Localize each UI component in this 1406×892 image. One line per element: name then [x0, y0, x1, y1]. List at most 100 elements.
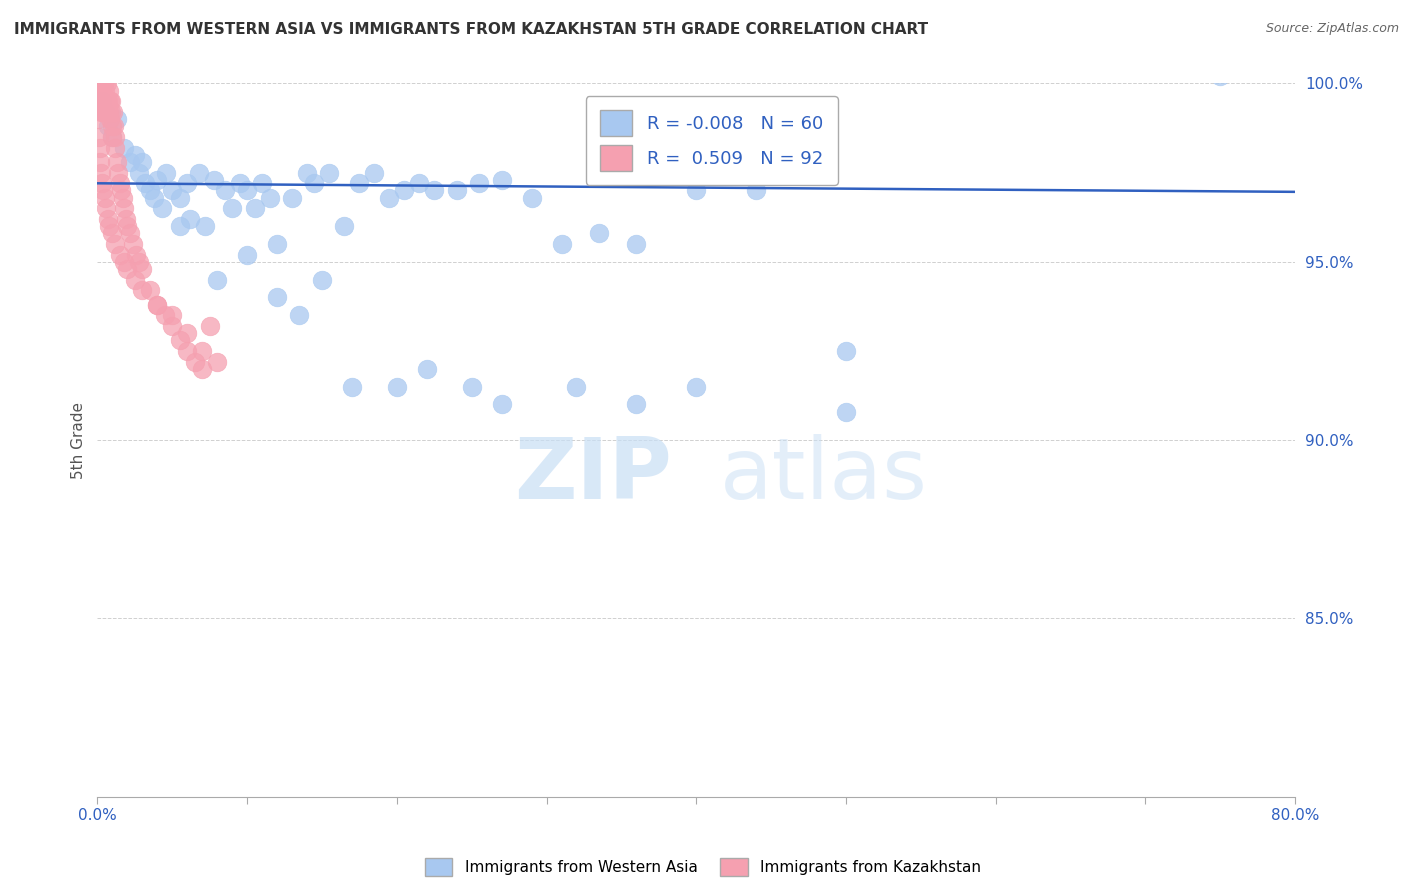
Point	[98, 105, 121, 120]
Point	[236, 183, 259, 197]
Point	[378, 190, 401, 204]
Point	[124, 272, 146, 286]
Point	[91, 84, 114, 98]
Point	[588, 226, 610, 240]
Point	[385, 379, 408, 393]
Point	[96, 95, 118, 109]
Point	[169, 333, 191, 347]
Text: Source: ZipAtlas.com: Source: ZipAtlas.com	[1265, 22, 1399, 36]
Point	[105, 154, 128, 169]
Y-axis label: 5th Grade: 5th Grade	[72, 401, 86, 478]
Point	[318, 165, 340, 179]
Point	[236, 247, 259, 261]
Point	[202, 172, 225, 186]
Point	[169, 190, 191, 204]
Point	[304, 176, 326, 190]
Point	[87, 77, 110, 91]
Point	[146, 172, 169, 186]
Point	[491, 397, 513, 411]
Point	[98, 112, 121, 127]
Point	[134, 176, 156, 190]
Point	[295, 165, 318, 179]
Point	[97, 211, 120, 226]
Point	[90, 95, 112, 109]
Point	[107, 165, 129, 179]
Point	[100, 120, 122, 134]
Point	[108, 176, 131, 190]
Point	[266, 290, 288, 304]
Point	[835, 343, 858, 358]
Point	[281, 190, 304, 204]
Point	[188, 165, 211, 179]
Point	[191, 343, 214, 358]
Point	[155, 165, 177, 179]
Point	[288, 308, 311, 322]
Point	[101, 130, 124, 145]
Point	[89, 154, 111, 169]
Point	[183, 354, 205, 368]
Point	[89, 95, 111, 109]
Point	[94, 190, 117, 204]
Point	[90, 95, 112, 109]
Point	[550, 236, 572, 251]
Point	[104, 236, 127, 251]
Point	[94, 84, 117, 98]
Point	[139, 183, 162, 197]
Point	[90, 84, 112, 98]
Point	[205, 354, 228, 368]
Point	[112, 141, 135, 155]
Point	[394, 183, 416, 197]
Point	[685, 379, 707, 393]
Point	[626, 236, 648, 251]
Point	[146, 297, 169, 311]
Point	[122, 236, 145, 251]
Point	[250, 176, 273, 190]
Point	[128, 165, 150, 179]
Point	[120, 154, 142, 169]
Point	[446, 183, 468, 197]
Point	[176, 176, 198, 190]
Point	[90, 165, 112, 179]
Point	[89, 95, 111, 109]
Point	[150, 201, 173, 215]
Point	[108, 247, 131, 261]
Point	[87, 77, 110, 91]
Point	[94, 105, 117, 120]
Point	[169, 219, 191, 233]
Point	[112, 254, 135, 268]
Point	[97, 84, 120, 98]
Point	[91, 105, 114, 120]
Point	[103, 130, 125, 145]
Point	[100, 105, 122, 120]
Point	[90, 105, 112, 120]
Point	[101, 105, 124, 120]
Point	[93, 77, 115, 91]
Point	[94, 95, 117, 109]
Point	[97, 105, 120, 120]
Legend: Immigrants from Western Asia, Immigrants from Kazakhstan: Immigrants from Western Asia, Immigrants…	[419, 852, 987, 882]
Point	[160, 183, 183, 197]
Point	[520, 190, 543, 204]
Point	[101, 226, 124, 240]
Point	[87, 112, 110, 127]
Point	[131, 154, 153, 169]
Point	[87, 84, 110, 98]
Point	[110, 183, 132, 197]
Point	[160, 318, 183, 333]
Point	[745, 183, 768, 197]
Point	[98, 219, 121, 233]
Point	[128, 254, 150, 268]
Point	[311, 272, 333, 286]
Point	[111, 190, 134, 204]
Point	[98, 95, 121, 109]
Point	[228, 176, 250, 190]
Point	[124, 148, 146, 162]
Point	[340, 379, 363, 393]
Point	[131, 283, 153, 297]
Point	[626, 397, 648, 411]
Point	[333, 219, 356, 233]
Point	[408, 176, 430, 190]
Point	[468, 176, 491, 190]
Point	[91, 183, 114, 197]
Point	[90, 176, 112, 190]
